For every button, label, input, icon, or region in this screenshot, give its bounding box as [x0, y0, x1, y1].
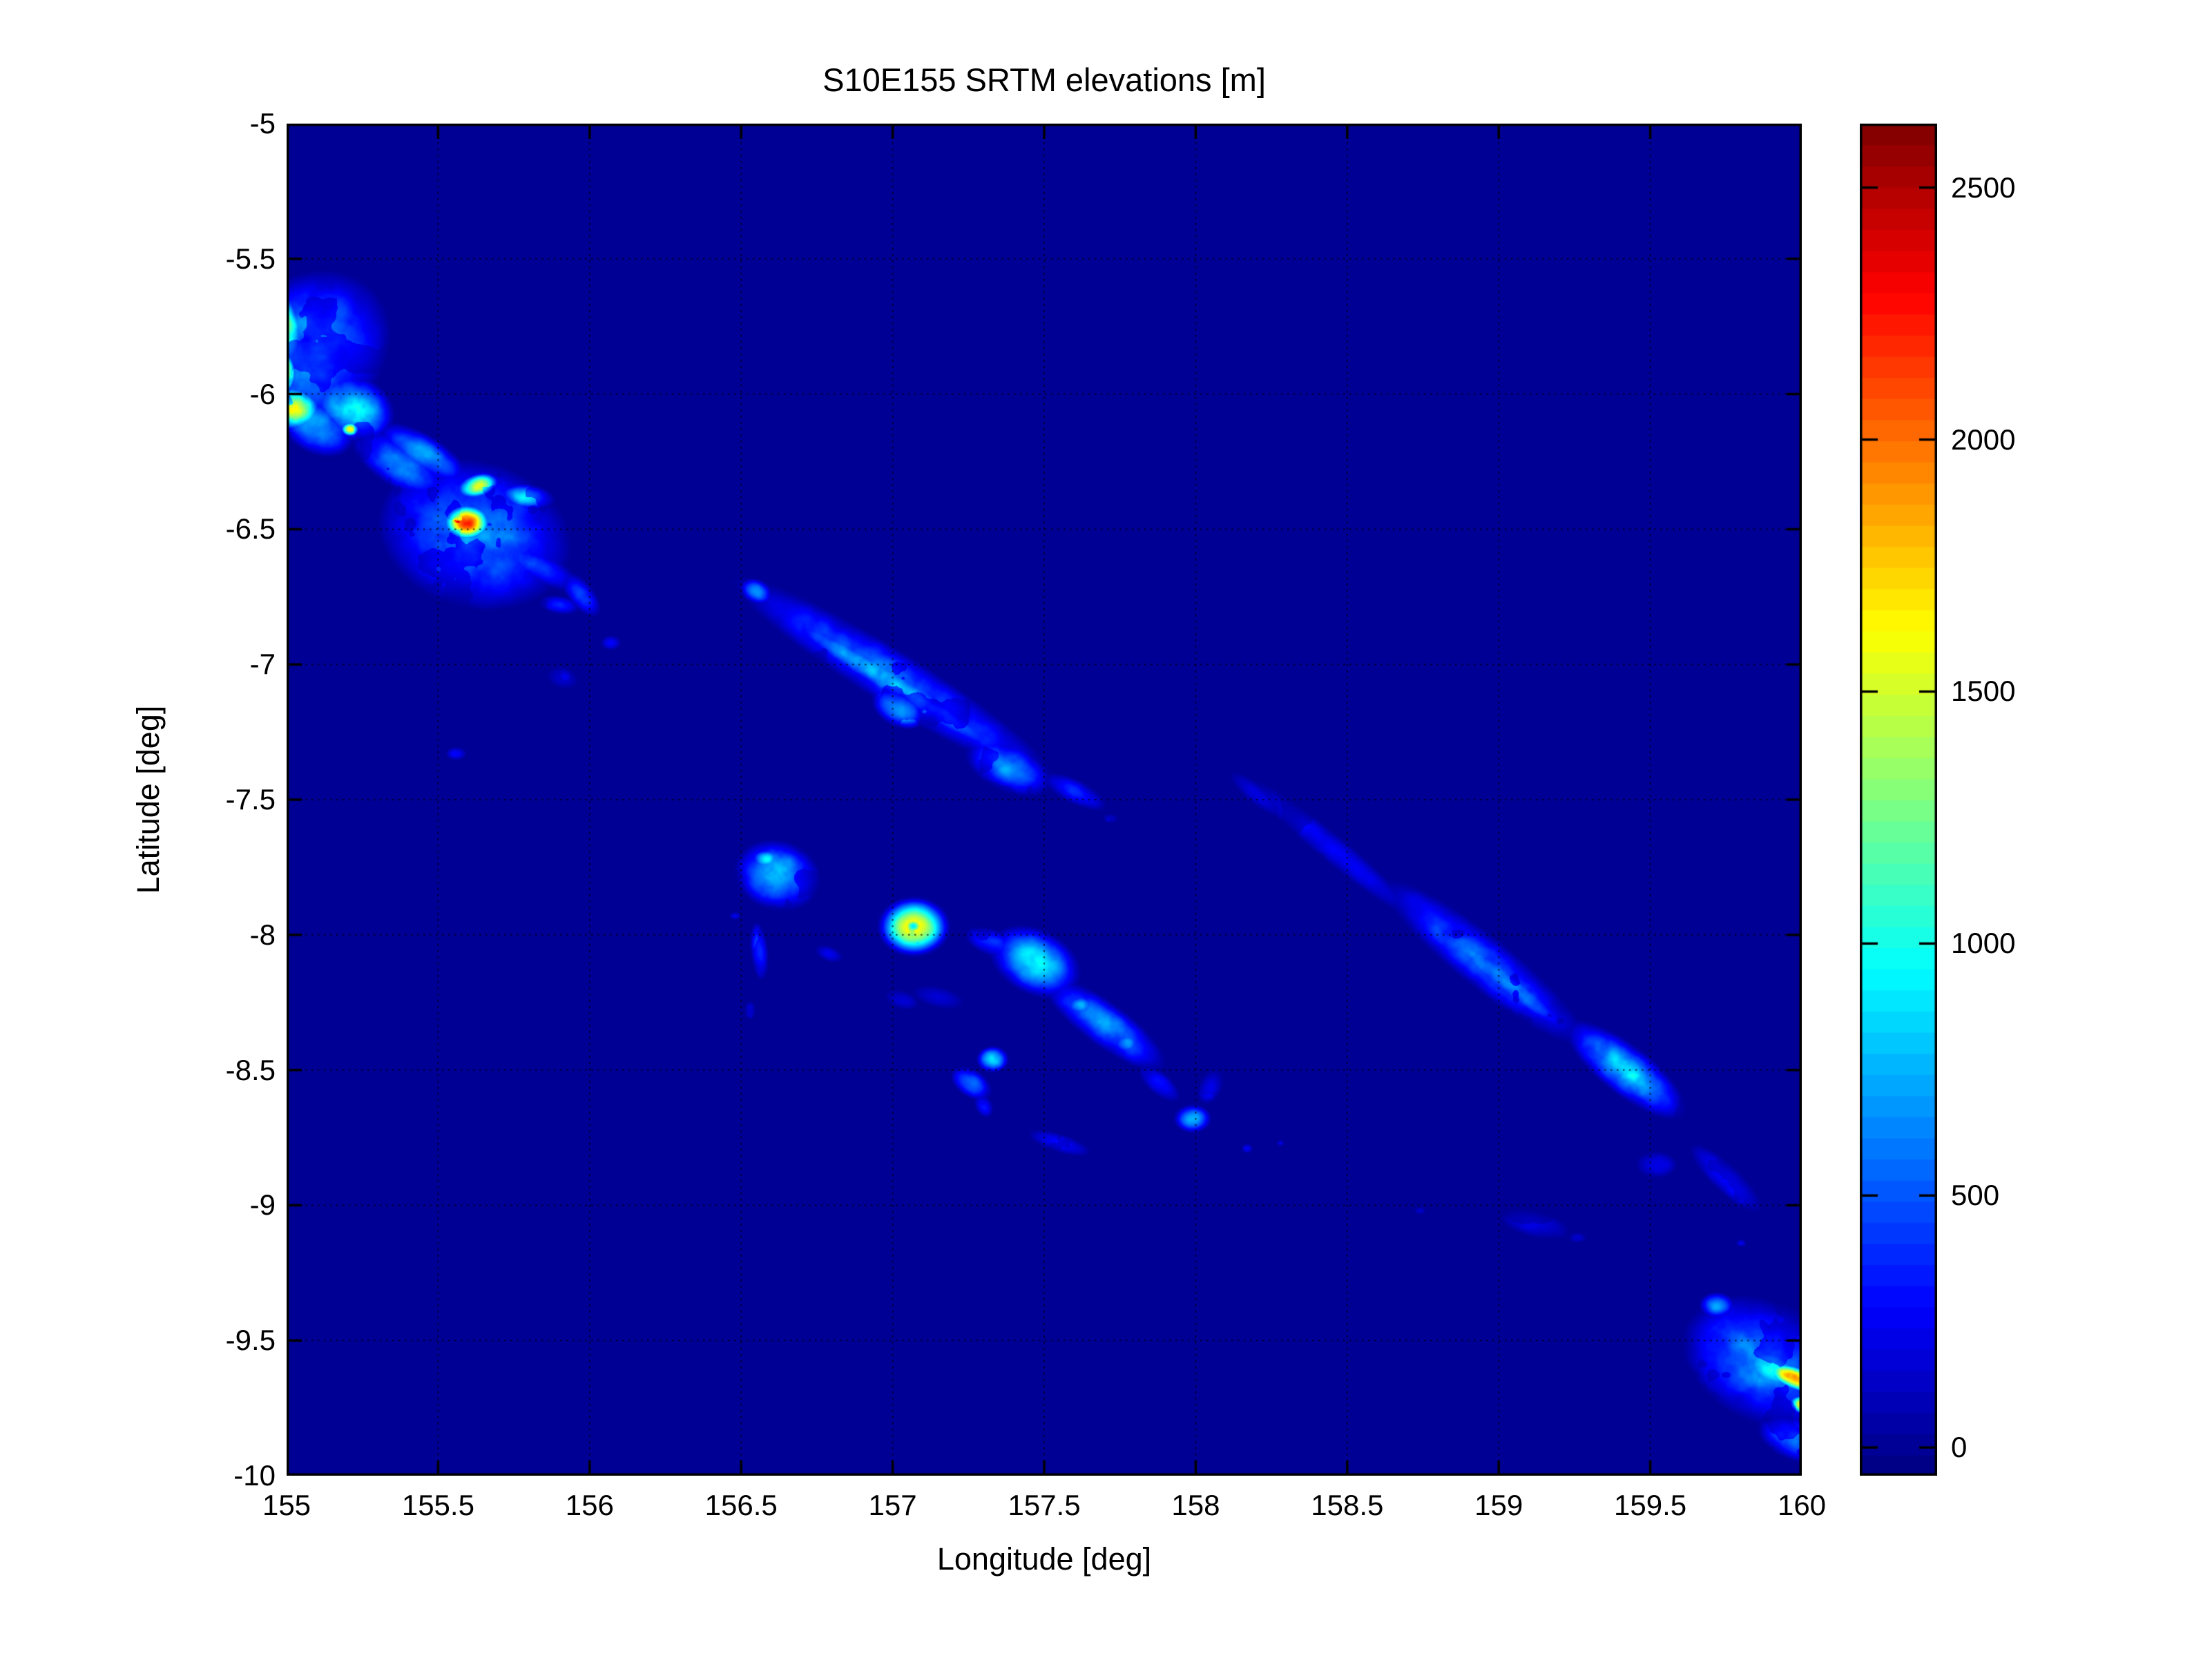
y-tick-label: -5 — [249, 107, 276, 139]
colorbar-tick-label: 1000 — [1951, 927, 2016, 960]
colorbar-tick-label: 500 — [1951, 1179, 2000, 1212]
y-tick-label: -10 — [233, 1459, 276, 1492]
colorbar-canvas — [1860, 124, 1937, 1476]
y-tick-label: -6.5 — [225, 512, 276, 546]
x-tick-label: 160 — [1777, 1489, 1827, 1521]
y-tick-label: -7 — [249, 648, 276, 681]
x-tick-label: 158.5 — [1311, 1489, 1384, 1521]
colorbar-tick-label: 0 — [1951, 1431, 1968, 1464]
x-tick-label: 156 — [565, 1489, 614, 1521]
x-tick-label: 156.5 — [704, 1489, 778, 1521]
y-tick-label: -8.5 — [225, 1053, 276, 1086]
x-tick-label: 155.5 — [401, 1489, 474, 1521]
y-tick-label: -8 — [249, 918, 276, 951]
y-tick-label: -9 — [249, 1188, 276, 1222]
colorbar-tick-label: 2000 — [1951, 423, 2016, 456]
y-tick-label: -9.5 — [225, 1324, 276, 1357]
y-tick-label: -5.5 — [225, 242, 276, 275]
colorbar-tick-label: 2500 — [1951, 171, 2016, 204]
x-tick-label: 159 — [1474, 1489, 1523, 1521]
x-tick-label: 157 — [868, 1489, 917, 1521]
y-axis-label: Latitude [deg] — [131, 705, 166, 894]
x-tick-label: 157.5 — [1008, 1489, 1081, 1521]
x-axis-label: Longitude [deg] — [936, 1541, 1152, 1577]
y-tick-label: -6 — [249, 377, 276, 410]
plot-title: S10E155 SRTM elevations [m] — [823, 61, 1266, 98]
elevation-map-canvas — [287, 124, 1802, 1476]
y-tick-label: -7.5 — [225, 783, 276, 816]
x-tick-label: 159.5 — [1614, 1489, 1687, 1521]
colorbar-tick-label: 1500 — [1951, 675, 2016, 708]
x-tick-label: 155 — [262, 1489, 311, 1521]
x-tick-label: 158 — [1171, 1489, 1220, 1521]
